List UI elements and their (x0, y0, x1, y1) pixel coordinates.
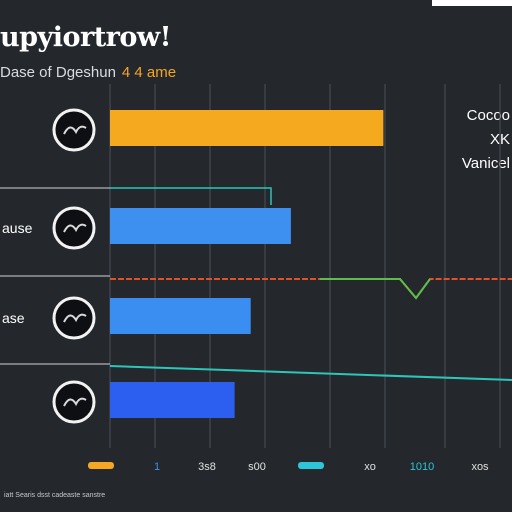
bar-highlight-outline (110, 187, 272, 205)
trend-line-green-segment (320, 278, 431, 300)
bar-row: ause (2, 206, 96, 250)
chart-footer: iatt Searis dsst cadeaste sanstre (4, 492, 106, 499)
chart-title: upyiortrow! (0, 22, 172, 53)
bar (110, 208, 291, 244)
dark-circle-icon (52, 108, 96, 152)
trend-line-cyan (109, 365, 512, 381)
x-tick-label: xos (471, 461, 489, 473)
trend-line-multicolor (110, 278, 512, 300)
bar (110, 298, 251, 334)
corner-tab (432, 0, 512, 6)
x-tick-label: 1010 (410, 461, 434, 473)
x-tick-label: 1 (154, 461, 160, 473)
dark-circle-icon (52, 206, 96, 250)
bar-row: ase (2, 296, 96, 340)
tick-layer: 1 3s8 s00 xo 1010 xos (88, 461, 489, 473)
tick-marker (298, 462, 324, 469)
bar (110, 382, 235, 418)
category-label: ase (2, 310, 25, 326)
bar-row (52, 380, 96, 424)
x-tick-label: 3s8 (198, 461, 216, 473)
tick-marker (88, 462, 114, 469)
chart-subtitle: Dase of Dgeshun 4 4 ame (0, 64, 176, 81)
dark-circle-icon (52, 380, 96, 424)
x-tick-label: xo (364, 461, 376, 473)
category-label: ause (2, 220, 33, 236)
trend-layer (109, 187, 512, 381)
row-layer: ause ase (0, 108, 110, 424)
bar-layer (110, 110, 384, 418)
legend-line-3: Vanicel (461, 155, 510, 172)
dark-circle-icon (52, 296, 96, 340)
bar-row (52, 108, 96, 152)
bar (110, 110, 384, 146)
subtitle-text: Dase of Dgeshun (0, 64, 116, 81)
x-tick-label: s00 (248, 461, 266, 473)
subtitle-accent: 4 4 ame (121, 64, 177, 81)
legend-line-1: Cocoo (466, 107, 510, 124)
